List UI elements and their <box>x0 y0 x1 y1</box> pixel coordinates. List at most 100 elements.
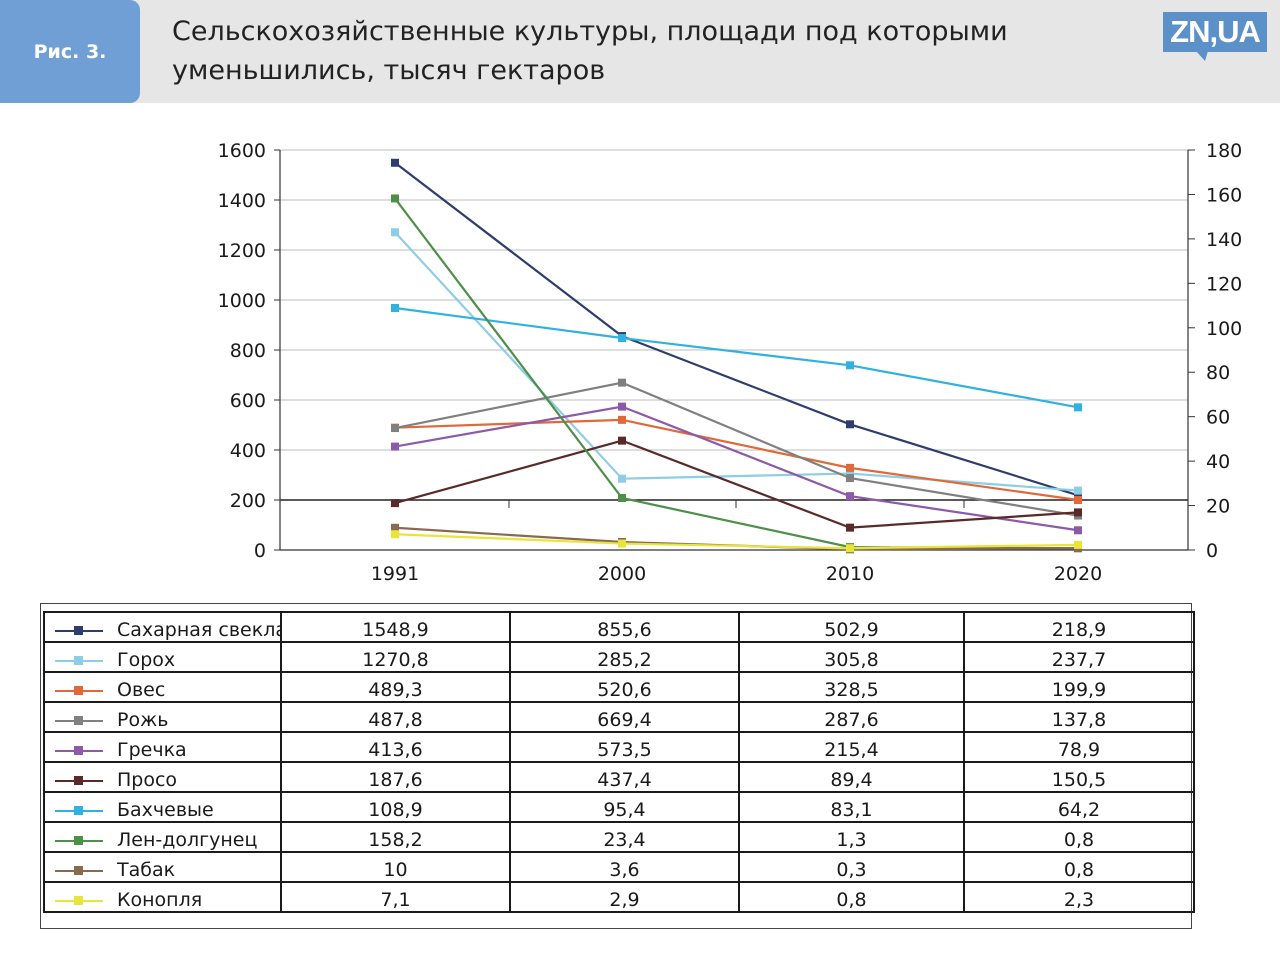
series-line <box>394 231 1079 492</box>
value-cell: 215,4 <box>738 731 965 763</box>
series-name: Сахарная свекла <box>117 619 281 641</box>
title-line-2: уменьшились, тысяч гектаров <box>172 55 606 86</box>
series-name: Табак <box>117 859 176 881</box>
series-name-cell: Лен-долгунец <box>43 821 282 853</box>
value-cell: 0,8 <box>963 851 1195 883</box>
value-cell: 3,6 <box>509 851 740 883</box>
data-point <box>391 499 399 508</box>
table-row: Конопля 7,1 2,9 0,8 2,3 <box>43 881 1195 913</box>
series-name-cell: Сахарная свекла <box>43 611 282 643</box>
data-point <box>618 415 626 424</box>
value-cell: 137,8 <box>963 701 1195 733</box>
legend-key <box>55 624 103 638</box>
series-line <box>394 439 1079 529</box>
data-point <box>618 436 626 445</box>
series-name: Горох <box>117 649 176 671</box>
data-point <box>391 424 399 433</box>
value-cell: 89,4 <box>738 761 965 793</box>
value-cell: 1,3 <box>738 821 965 853</box>
legend-key-marker <box>74 715 83 725</box>
value-cell: 502,9 <box>738 611 965 643</box>
legend-key-marker <box>74 775 83 785</box>
x-tick-label: 2000 <box>598 563 646 585</box>
legend-key <box>55 714 103 728</box>
series-line <box>394 405 1079 532</box>
series-name: Бахчевые <box>117 799 214 821</box>
value-cell: 108,9 <box>280 791 511 823</box>
table-row: Бахчевые 108,9 95,4 83,1 64,2 <box>43 791 1195 823</box>
value-cell: 287,6 <box>738 701 965 733</box>
value-cell: 237,7 <box>963 641 1195 673</box>
value-cell: 0,3 <box>738 851 965 883</box>
line-chart: 0 200 400 600 800 1000 1200 1400 1600 0 20 40 60 80 10… <box>218 140 1243 585</box>
axes: 0 200 400 600 800 1000 1200 1400 1600 0 20 40 60 80 10… <box>218 140 1243 585</box>
data-point <box>618 494 626 502</box>
value-cell: 1548,9 <box>280 611 511 643</box>
value-cell: 2,9 <box>509 881 740 913</box>
value-cell: 855,6 <box>509 611 740 643</box>
series-lines <box>391 158 1082 554</box>
data-point <box>846 544 854 553</box>
value-cell: 437,4 <box>509 761 740 793</box>
value-cell: 0,8 <box>738 881 965 913</box>
value-cell: 158,2 <box>280 821 511 853</box>
title-line-1: Сельскохозяйственные культуры, площади п… <box>172 16 1008 47</box>
value-cell: 78,9 <box>963 731 1195 763</box>
value-cell: 150,5 <box>963 761 1195 793</box>
value-cell: 95,4 <box>509 791 740 823</box>
y-right-tick-label: 100 <box>1206 318 1242 340</box>
series-name: Рожь <box>117 709 169 731</box>
y-left-tick-label: 0 <box>254 540 266 562</box>
y-right-tick-label: 20 <box>1206 496 1230 518</box>
legend-key <box>55 804 103 818</box>
x-tick-label: 1991 <box>371 563 419 585</box>
legend-key <box>55 864 103 878</box>
data-point <box>846 420 854 429</box>
y-right-tick-label: 140 <box>1206 229 1242 251</box>
data-point <box>391 228 399 237</box>
series-name: Овес <box>117 679 166 701</box>
data-point <box>846 463 854 472</box>
series-name: Конопля <box>117 889 203 911</box>
table-row: Табак 10 3,6 0,3 0,8 <box>43 851 1195 883</box>
value-cell: 1270,8 <box>280 641 511 673</box>
y-right-tick-label: 0 <box>1206 540 1218 562</box>
y-right-tick-label: 60 <box>1206 407 1230 429</box>
data-point <box>846 492 854 501</box>
legend-key-marker <box>74 625 83 635</box>
data-point <box>1074 508 1082 517</box>
data-table: Сахарная свекла 1548,9 855,6 502,9 218,9 Горо… <box>43 611 1195 913</box>
data-point <box>618 474 626 483</box>
data-table-body: Сахарная свекла 1548,9 855,6 502,9 218,9 Горо… <box>43 611 1195 913</box>
y-right-tick-label: 160 <box>1206 184 1242 206</box>
data-point <box>1074 496 1082 505</box>
data-point <box>1074 403 1082 412</box>
chart-title: Сельскохозяйственные культуры, площади п… <box>172 12 1072 90</box>
table-row: Гречка 413,6 573,5 215,4 78,9 <box>43 731 1195 763</box>
value-cell: 328,5 <box>738 671 965 703</box>
zn-ua-logo: ZN,UA <box>1163 12 1267 52</box>
value-cell: 7,1 <box>280 881 511 913</box>
legend-key-marker <box>74 745 83 755</box>
series-line <box>394 161 1079 497</box>
data-point <box>846 469 854 478</box>
series-name: Просо <box>117 769 178 791</box>
series-line <box>394 197 1079 550</box>
value-cell: 2,3 <box>963 881 1195 913</box>
data-point <box>391 158 399 167</box>
legend-key-marker <box>74 835 83 845</box>
data-point <box>391 304 399 312</box>
data-point <box>618 402 626 411</box>
legend-key <box>55 744 103 758</box>
value-cell: 0,8 <box>963 821 1195 853</box>
value-cell: 669,4 <box>509 701 740 733</box>
y-left-tick-label: 1000 <box>218 290 266 312</box>
series-name-cell: Овес <box>43 671 282 703</box>
y-right-tick-label: 80 <box>1206 362 1230 384</box>
y-left-tick-label: 1600 <box>218 140 266 162</box>
y-right-tick-label: 120 <box>1206 273 1242 295</box>
value-cell: 487,8 <box>280 701 511 733</box>
data-point <box>618 334 626 342</box>
value-cell: 199,9 <box>963 671 1195 703</box>
data-point <box>1074 540 1082 549</box>
